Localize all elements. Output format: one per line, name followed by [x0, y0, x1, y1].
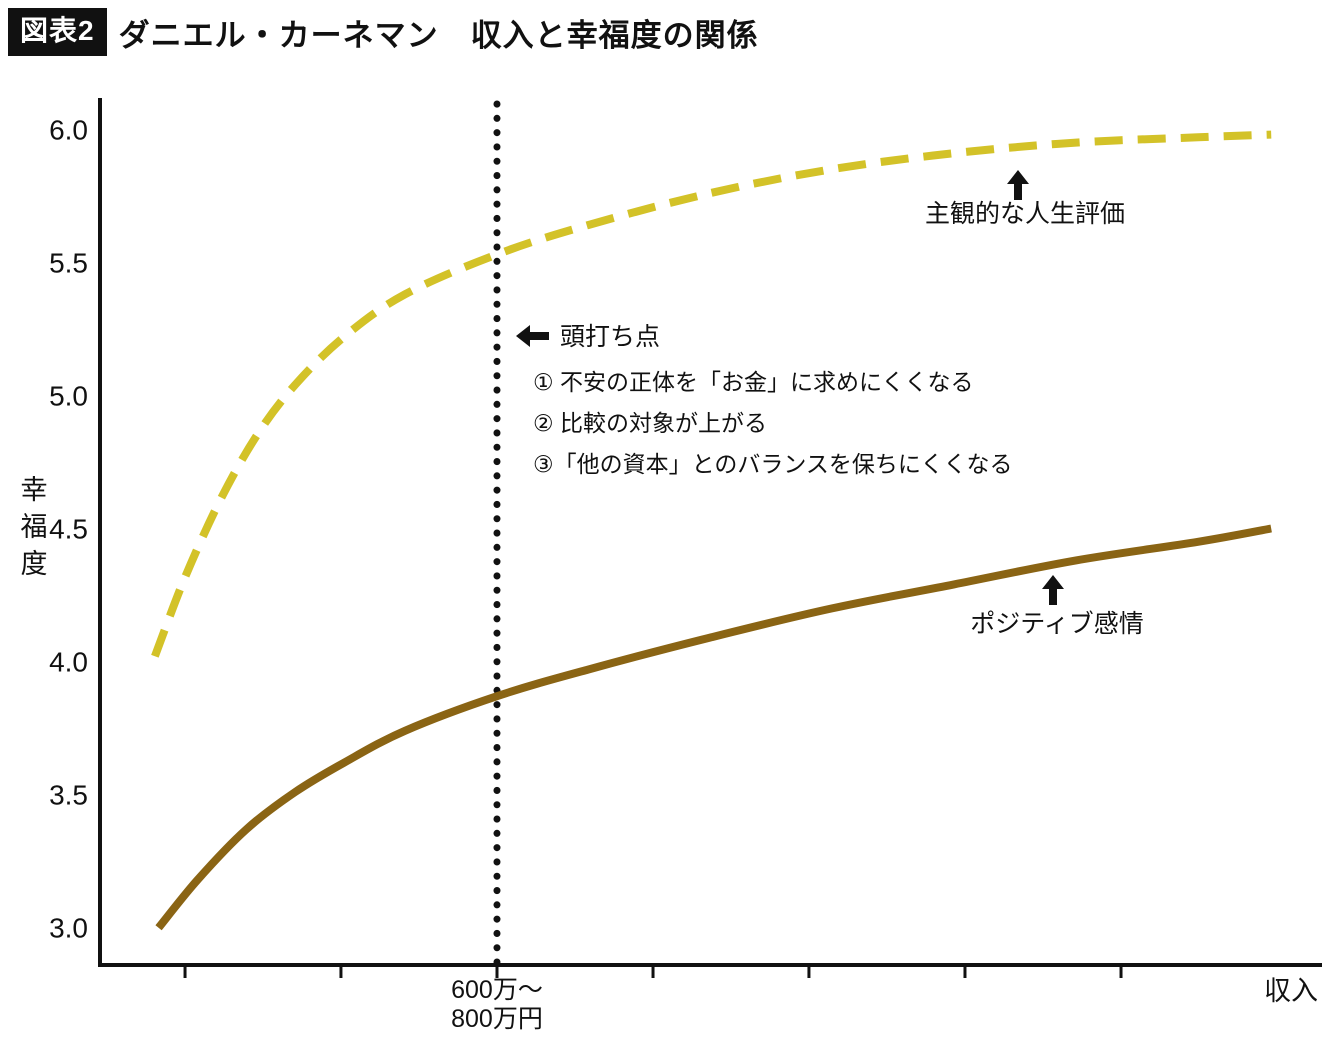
- series-label: ポジティブ感情: [970, 610, 1144, 638]
- plateau-note: ② 比較の対象が上がる: [533, 410, 767, 436]
- series-curve-1: [155, 524, 1272, 931]
- plateau-note: ① 不安の正体を「お金」に求めにくくなる: [533, 369, 974, 395]
- y-tick-label: 3.0: [49, 913, 88, 944]
- y-axis-title-char: 幸: [21, 475, 48, 505]
- y-tick-label: 5.5: [49, 247, 88, 278]
- series-up-arrow-icon: [1007, 170, 1029, 200]
- y-axis-title-char: 福: [21, 512, 48, 542]
- y-tick-label: 4.5: [49, 514, 88, 545]
- y-tick-label: 5.0: [49, 380, 88, 411]
- series-label: 主観的な人生評価: [925, 200, 1125, 228]
- series-up-arrow-icon: [1042, 575, 1064, 605]
- chart-header: 図表2 ダニエル・カーネマン 収入と幸福度の関係: [8, 8, 759, 56]
- chart-title: ダニエル・カーネマン 収入と幸福度の関係: [118, 17, 759, 53]
- plateau-note: ③「他の資本」とのバランスを保ちにくくなる: [533, 451, 1012, 477]
- x-axis-title: 収入: [1264, 976, 1318, 1006]
- plateau-x-label: 600万〜: [451, 976, 543, 1004]
- plateau-annotation: 頭打ち点: [560, 323, 660, 351]
- y-tick-label: 4.0: [49, 647, 88, 678]
- y-tick-label: 6.0: [49, 114, 88, 145]
- plateau-x-label: 800万円: [451, 1005, 543, 1033]
- figure-badge: 図表2: [8, 8, 107, 56]
- y-axis-title-char: 度: [21, 549, 48, 579]
- plateau-left-arrow-icon: [516, 325, 549, 347]
- y-tick-label: 3.5: [49, 780, 88, 811]
